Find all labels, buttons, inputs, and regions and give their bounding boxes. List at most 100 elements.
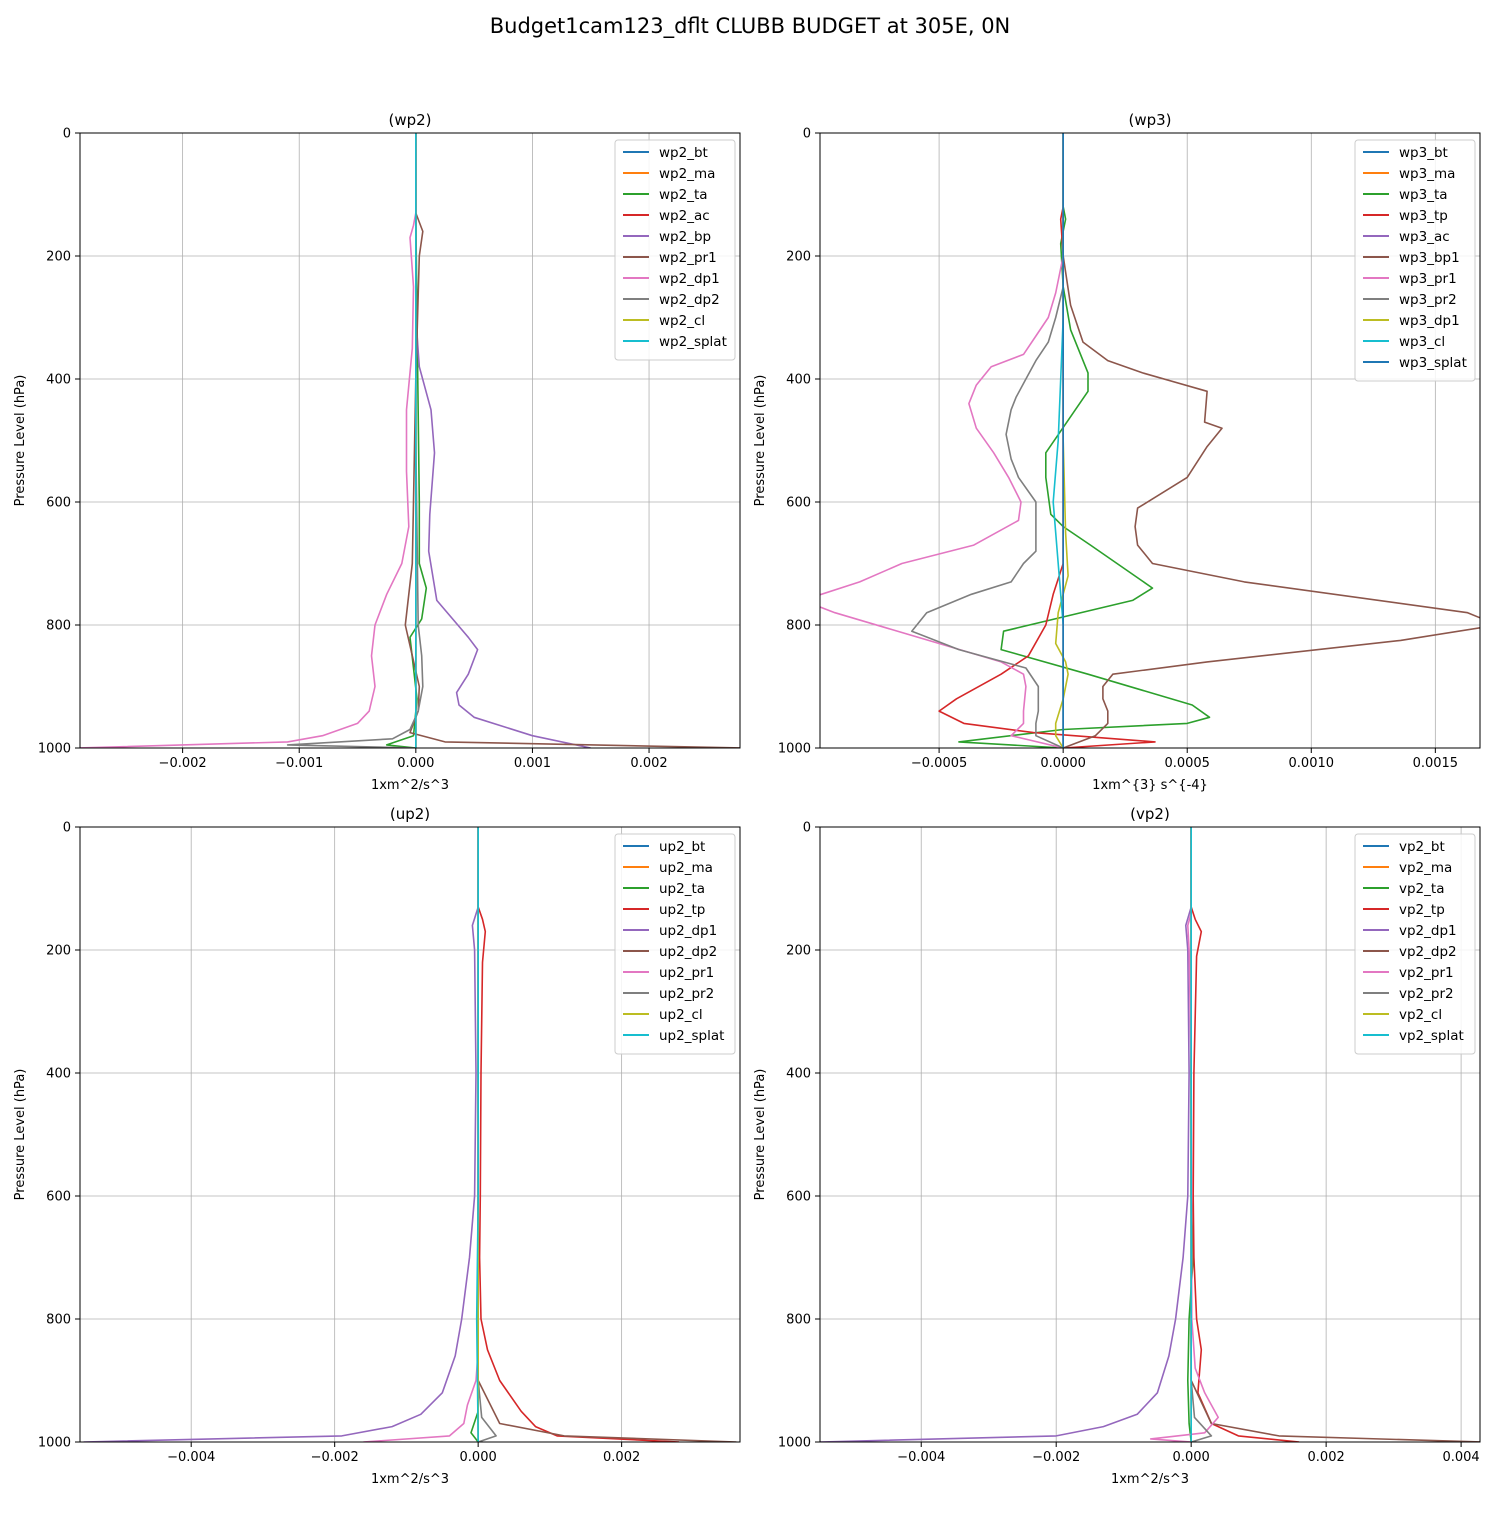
y-tick-label: 0 [803,127,811,142]
y-tick-label: 400 [786,373,811,388]
series-line-wp2_bp [415,133,591,748]
x-tick-label: −0.002 [311,1450,359,1465]
y-tick-label: 0 [63,821,71,836]
x-axis-label: 1xm^2/s^3 [1111,1472,1189,1487]
legend-entry: up2_bt [659,839,705,855]
legend-entry: wp2_ac [659,208,710,224]
legend-entry: wp3_ta [1399,187,1448,203]
legend-entry: wp2_ta [659,187,708,203]
legend-entry: wp2_bp [659,229,711,245]
x-tick-label: −0.001 [275,756,323,771]
x-tick-label: 0.0015 [1413,756,1459,771]
y-tick-label: 200 [786,250,811,265]
x-tick-label: 0.001 [514,756,551,771]
legend-entry: vp2_splat [1399,1028,1464,1044]
series-line-wp3_pr2 [911,133,1064,748]
legend-entry: up2_dp1 [659,923,717,939]
axes-frame [819,132,1481,749]
series-line-wp3_tp [938,133,1156,748]
figure: Budget1cam123_dflt CLUBB BUDGET at 305E,… [13,14,1481,1487]
x-axis-label: 1xm^{3} s^{-4} [1092,778,1208,793]
legend-entry: up2_pr2 [659,986,714,1002]
subplot-wp2: −0.002 −0.001 0.000 0.001 0.002 0 200 400 600 800… [13,111,741,793]
legend-entry: wp2_dp1 [659,271,720,287]
legend-entry: vp2_tp [1399,902,1445,918]
series-line-wp2_pr1 [404,133,740,748]
legend-entry: vp2_ta [1399,881,1444,897]
series-line-up2_tp [477,827,680,1442]
x-tick-label: 0.004 [1442,1450,1479,1465]
series-line-wp2_dp2 [286,133,424,748]
legend-entry: up2_dp2 [659,944,717,960]
legend: wp3_bt wp3_ma wp3_ta wp3_tp wp3_ac wp3_bp1 wp3… [1354,139,1476,382]
x-tick-label: 0.002 [630,756,667,771]
y-tick-label: 0 [803,821,811,836]
legend-entry: wp2_cl [659,313,705,329]
series-group [820,827,1480,1442]
y-axis-label: Pressure Level (hPa) [13,375,28,507]
series-group [820,133,1480,748]
subplot-up2: −0.004 −0.002 0.000 0.002 0 200 400 600 800 1000 1… [13,805,741,1487]
y-tick-label: 1000 [778,742,811,757]
subplot-title: (up2) [390,805,430,823]
series-line-up2_dp1 [83,827,479,1442]
y-tick-label: 1000 [38,1436,71,1451]
x-tick-label: 0.002 [1308,1450,1345,1465]
legend-entry: wp3_dp1 [1399,313,1460,329]
subplot-vp2: −0.004 −0.002 0.000 0.002 0.004 0 200 400 600 800… [753,805,1481,1487]
series-line-up2_splat [475,827,479,1442]
axes-frame [79,132,741,749]
x-axis-label: 1xm^2/s^3 [371,1472,449,1487]
y-tick-label: 800 [786,1313,811,1328]
x-tick-label: −0.002 [1032,1450,1080,1465]
legend-entry: vp2_dp1 [1399,923,1457,939]
series-line-wp3_pr1 [820,133,1064,748]
legend-entry: wp3_tp [1399,208,1448,224]
x-axis-label: 1xm^2/s^3 [371,778,449,793]
legend-entry: wp3_splat [1399,355,1467,371]
legend-entry: vp2_bt [1399,839,1445,855]
y-tick-label: 600 [46,496,71,511]
legend-entry: wp3_bt [1399,145,1448,161]
legend-entry: vp2_dp2 [1399,944,1457,960]
legend-entry: wp2_splat [659,334,727,350]
x-tick-label: 0.000 [1173,1450,1210,1465]
series-line-vp2_dp1 [820,827,1192,1442]
y-tick-label: 1000 [38,742,71,757]
series-line-wp3_dp1 [1054,133,1069,748]
legend-entry: vp2_pr1 [1399,965,1454,981]
legend-entry: wp3_cl [1399,334,1445,350]
series-group [83,827,737,1442]
x-tick-label: 0.0000 [1040,756,1086,771]
y-tick-label: 800 [46,619,71,634]
legend-entry: wp3_ma [1399,166,1455,182]
y-tick-label: 400 [46,1067,71,1082]
legend-entry: wp2_dp2 [659,292,720,308]
subplot-title: (wp2) [388,111,431,129]
y-tick-label: 0 [63,127,71,142]
legend-entry: wp2_pr1 [659,250,717,266]
legend: up2_bt up2_ma up2_ta up2_tp up2_dp1 up2_dp2up… [614,833,736,1055]
y-tick-label: 400 [786,1067,811,1082]
y-tick-label: 400 [46,373,71,388]
legend: wp2_bt wp2_ma wp2_ta wp2_ac wp2_bp wp2_pr1 wp2… [614,139,736,361]
subplot-title: (wp3) [1128,111,1171,129]
legend-entry: vp2_cl [1399,1007,1442,1023]
legend-entry: up2_pr1 [659,965,714,981]
legend-entry: wp2_bt [659,145,708,161]
subplot-wp3: −0.0005 0.0000 0.0005 0.0010 0.0015 0 200 400 60… [753,111,1481,793]
legend-entry: wp3_bp1 [1399,250,1460,266]
y-tick-label: 200 [786,944,811,959]
series-line-vp2_pr1 [1149,827,1219,1442]
legend-entry: wp3_pr2 [1399,292,1457,308]
legend-entry: up2_ma [659,860,713,876]
subplot-title: (vp2) [1130,805,1170,823]
series-group [80,133,740,748]
y-tick-label: 600 [786,496,811,511]
x-tick-label: −0.002 [159,756,207,771]
x-tick-label: 0.0005 [1164,756,1210,771]
x-tick-label: −0.004 [897,1450,945,1465]
legend-entry: vp2_pr2 [1399,986,1454,1002]
axes-frame [79,826,741,1443]
y-tick-label: 200 [46,944,71,959]
